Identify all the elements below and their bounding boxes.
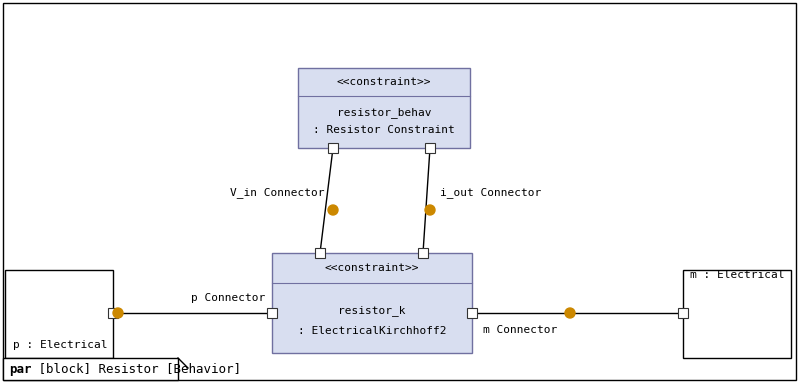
Text: : ElectricalKirchhoff2: : ElectricalKirchhoff2 xyxy=(298,326,446,336)
Text: V_in Connector: V_in Connector xyxy=(230,187,325,198)
Bar xyxy=(272,253,472,353)
Bar xyxy=(108,308,118,318)
Text: p Connector: p Connector xyxy=(190,293,265,303)
Bar xyxy=(267,308,277,318)
Circle shape xyxy=(425,205,435,215)
Bar xyxy=(678,308,688,318)
Text: par: par xyxy=(9,362,31,376)
Bar xyxy=(683,270,791,358)
Text: resistor_behav: resistor_behav xyxy=(337,108,431,119)
Bar xyxy=(4,359,178,381)
Text: i_out Connector: i_out Connector xyxy=(440,187,542,198)
Bar xyxy=(425,143,435,153)
Bar xyxy=(315,248,325,258)
Circle shape xyxy=(565,308,575,318)
Text: : Resistor Constraint: : Resistor Constraint xyxy=(313,125,455,135)
Text: <<constraint>>: <<constraint>> xyxy=(337,77,431,87)
Text: <<constraint>>: <<constraint>> xyxy=(325,263,419,273)
Text: resistor_k: resistor_k xyxy=(338,306,406,317)
Text: [block] Resistor [Behavior]: [block] Resistor [Behavior] xyxy=(31,362,241,376)
Text: m : Electrical: m : Electrical xyxy=(690,270,784,280)
Bar xyxy=(3,358,178,380)
Bar xyxy=(418,248,428,258)
Circle shape xyxy=(113,308,123,318)
Text: m Connector: m Connector xyxy=(483,325,558,335)
Circle shape xyxy=(328,205,338,215)
Bar xyxy=(467,308,477,318)
Bar xyxy=(298,68,470,148)
Text: p : Electrical: p : Electrical xyxy=(13,340,107,350)
Bar xyxy=(5,270,113,358)
Bar xyxy=(328,143,338,153)
